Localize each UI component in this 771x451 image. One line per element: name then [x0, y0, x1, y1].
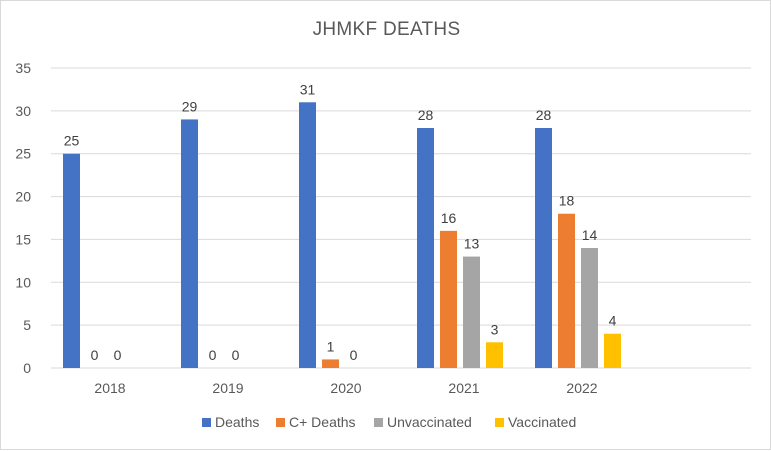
- data-label: 13: [464, 236, 480, 252]
- legend-swatch: [202, 418, 211, 427]
- y-tick-label: 15: [15, 231, 31, 247]
- y-tick-label: 0: [23, 360, 31, 376]
- data-label: 29: [182, 98, 198, 114]
- legend-label: Unvaccinated: [387, 414, 472, 430]
- legend-label: C+ Deaths: [289, 414, 356, 430]
- bar-c-deaths: [322, 359, 339, 368]
- data-label: 18: [559, 193, 575, 209]
- y-tick-label: 35: [15, 60, 31, 76]
- data-label: 0: [350, 347, 358, 363]
- x-tick-label: 2018: [94, 380, 125, 396]
- y-tick-label: 25: [15, 146, 31, 162]
- legend-swatch: [495, 418, 504, 427]
- data-label: 16: [441, 210, 457, 226]
- data-label: 31: [300, 81, 316, 97]
- bar-vaccinated: [486, 342, 503, 368]
- data-label: 1: [327, 338, 335, 354]
- legend-label: Vaccinated: [508, 414, 576, 430]
- bar-deaths: [417, 128, 434, 368]
- data-label: 0: [91, 347, 99, 363]
- x-tick-label: 2022: [566, 380, 597, 396]
- bar-c-deaths: [440, 230, 457, 368]
- bar-deaths: [63, 153, 80, 368]
- bar-vaccinated: [604, 333, 621, 368]
- data-label: 25: [64, 133, 80, 149]
- bar-unvaccinated: [581, 248, 598, 368]
- bar-deaths: [535, 128, 552, 368]
- y-tick-label: 10: [15, 274, 31, 290]
- data-label: 3: [491, 321, 499, 337]
- chart-title: JHMKF DEATHS: [312, 19, 461, 40]
- data-label: 14: [582, 227, 598, 243]
- bar-c-deaths: [558, 213, 575, 368]
- x-tick-label: 2019: [212, 380, 243, 396]
- y-tick-label: 30: [15, 103, 31, 119]
- legend-swatch: [374, 418, 383, 427]
- bar-unvaccinated: [463, 256, 480, 368]
- legend-swatch: [276, 418, 285, 427]
- bar-deaths: [181, 119, 198, 368]
- data-label: 0: [232, 347, 240, 363]
- data-label: 0: [114, 347, 122, 363]
- y-tick-label: 20: [15, 189, 31, 205]
- legend-label: Deaths: [215, 414, 259, 430]
- x-tick-label: 2021: [448, 380, 479, 396]
- bar-deaths: [299, 102, 316, 369]
- y-tick-label: 5: [23, 317, 31, 333]
- data-label: 4: [609, 313, 617, 329]
- data-label: 0: [209, 347, 217, 363]
- data-label: 28: [418, 107, 434, 123]
- x-tick-label: 2020: [330, 380, 361, 396]
- data-label: 28: [536, 107, 552, 123]
